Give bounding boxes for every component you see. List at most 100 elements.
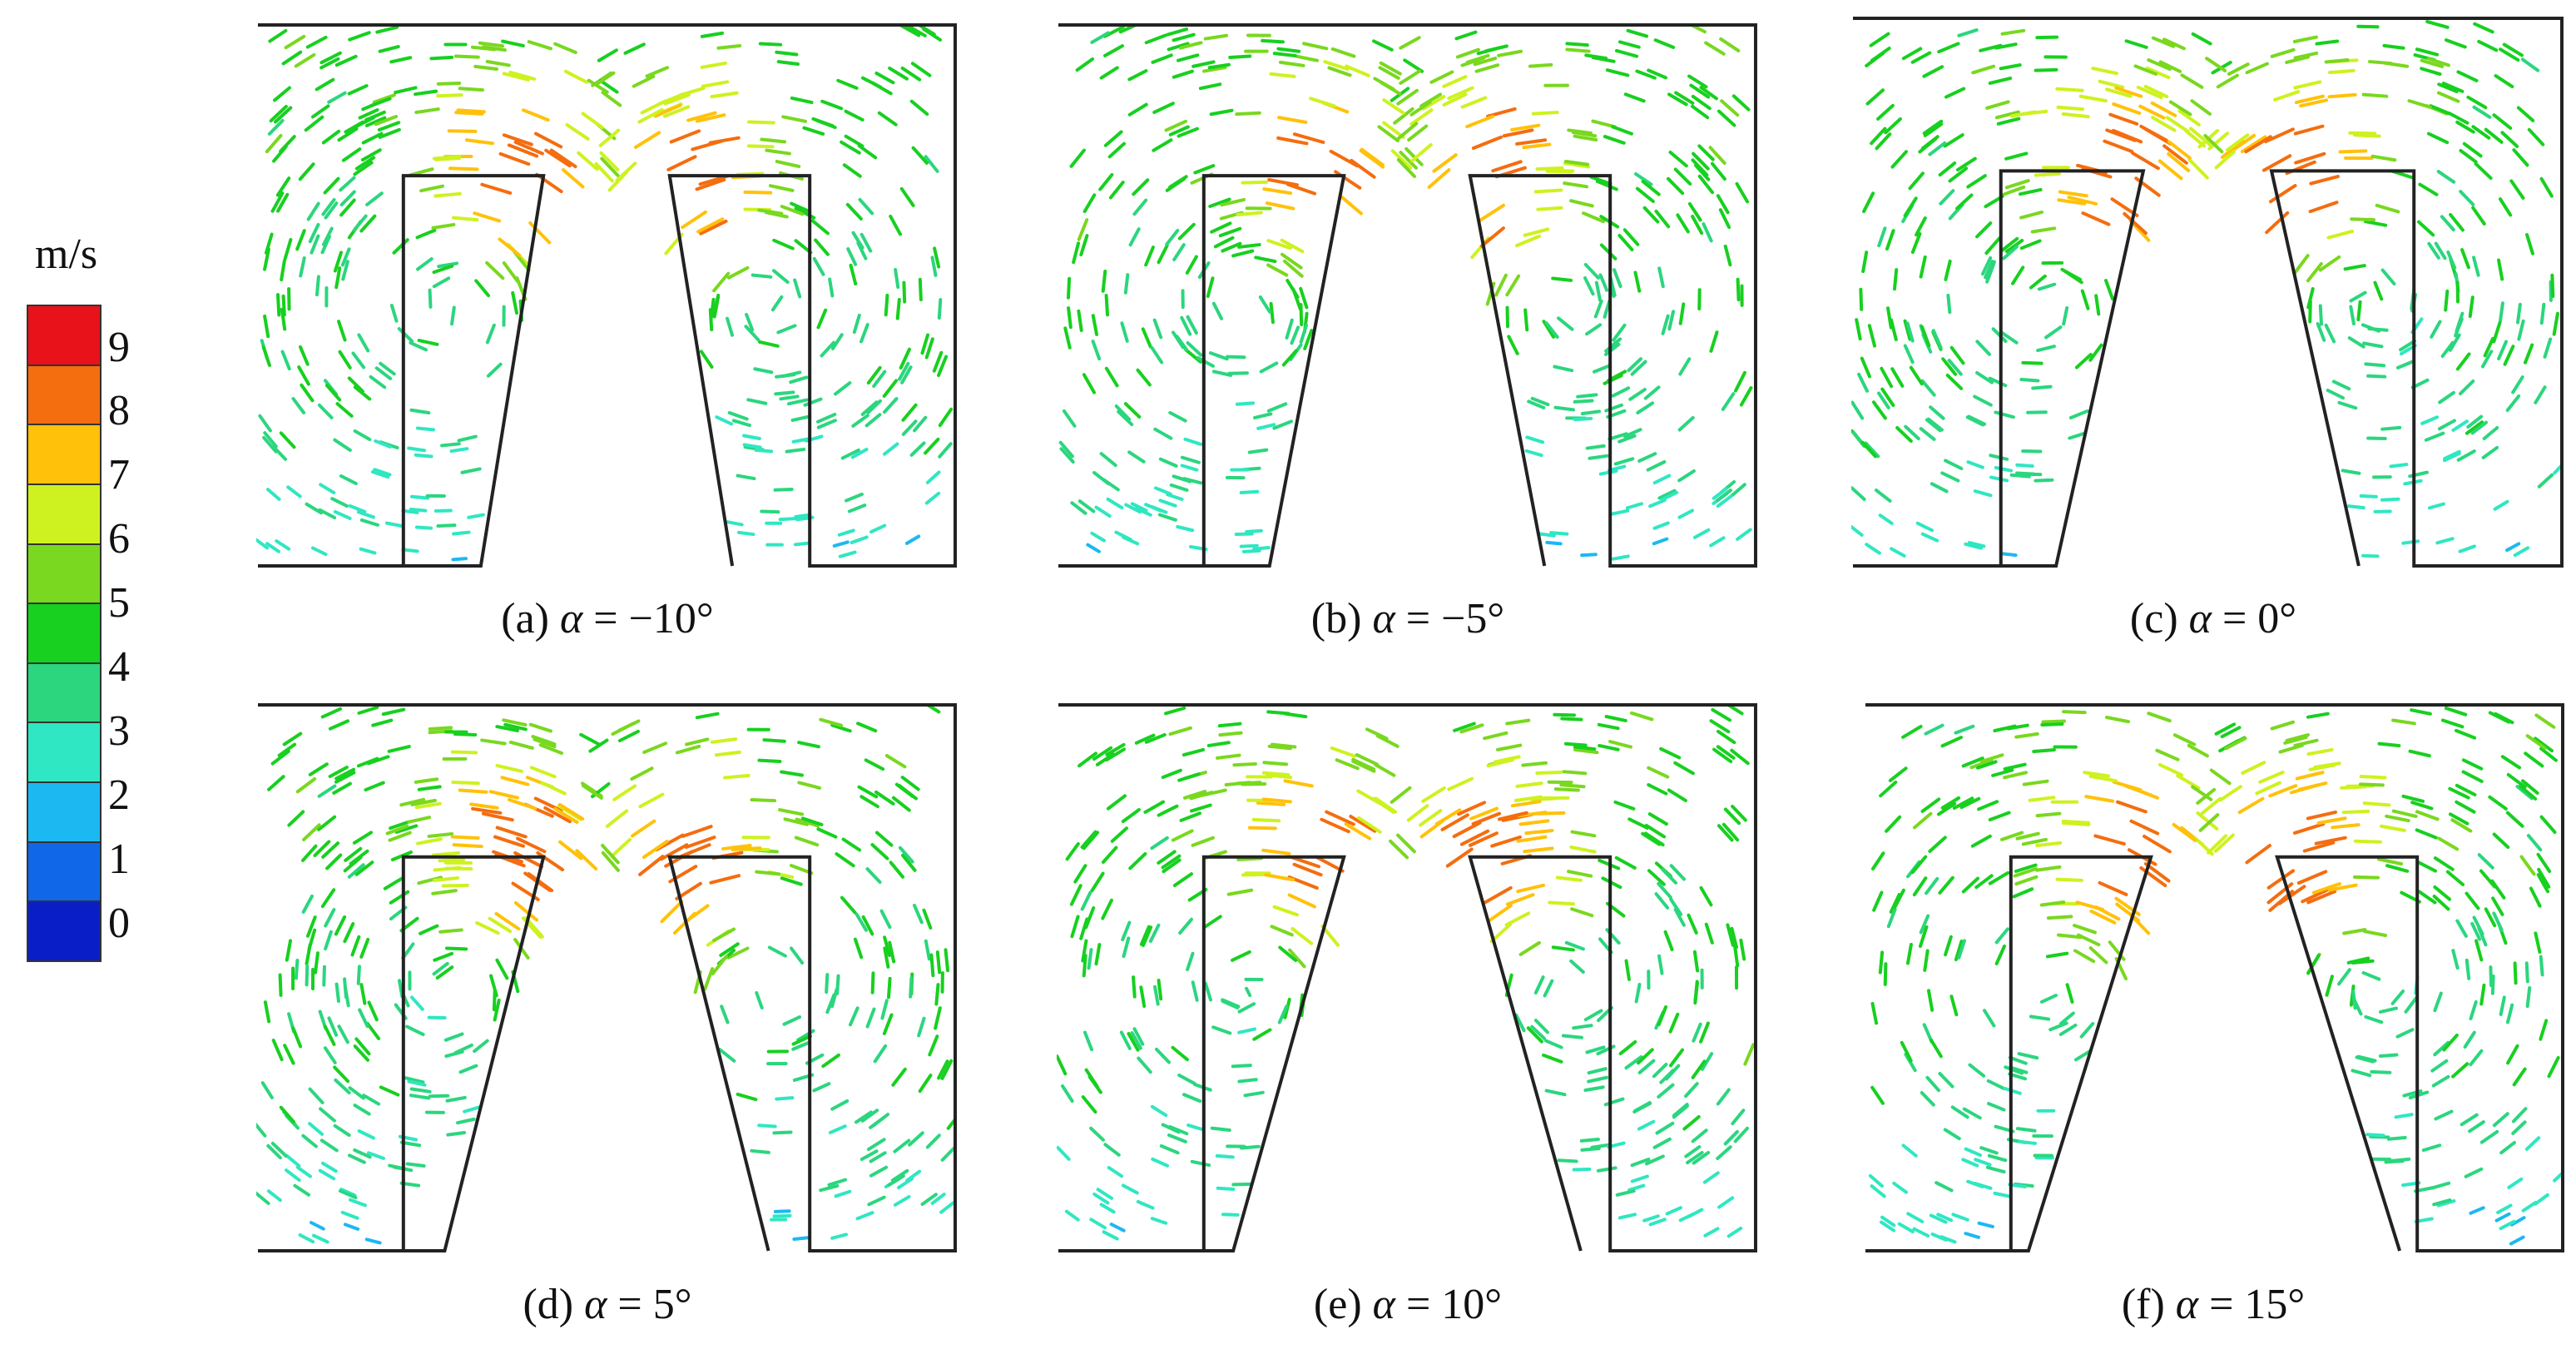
velocity-vector bbox=[1971, 64, 1996, 75]
velocity-vector bbox=[1667, 788, 1687, 802]
velocity-vector bbox=[507, 143, 539, 158]
velocity-vector bbox=[456, 108, 486, 114]
velocity-vector bbox=[2139, 124, 2168, 142]
velocity-vector bbox=[2349, 290, 2367, 303]
velocity-vector bbox=[2456, 449, 2476, 462]
velocity-vector bbox=[830, 333, 844, 350]
velocity-vector bbox=[1946, 293, 1952, 315]
velocity-vector bbox=[2481, 445, 2499, 459]
velocity-vector bbox=[1191, 980, 1199, 1002]
velocity-vector bbox=[416, 837, 443, 846]
velocity-vector bbox=[803, 397, 823, 407]
color-bar-swatch bbox=[28, 306, 100, 366]
velocity-vector bbox=[645, 66, 670, 78]
velocity-vector bbox=[1396, 158, 1417, 179]
velocity-vector bbox=[1603, 342, 1621, 356]
velocity-vector bbox=[1505, 718, 1531, 726]
velocity-vector bbox=[405, 1162, 426, 1168]
velocity-vector bbox=[1132, 975, 1137, 999]
velocity-vector bbox=[1864, 441, 1880, 459]
velocity-vector bbox=[911, 146, 929, 165]
velocity-vector bbox=[638, 855, 665, 876]
velocity-vector bbox=[1335, 758, 1360, 771]
velocity-vector bbox=[2065, 983, 2074, 1004]
velocity-vector bbox=[2021, 360, 2043, 365]
velocity-vector bbox=[392, 238, 409, 255]
velocity-vector bbox=[1167, 1133, 1187, 1143]
velocity-vector bbox=[362, 1094, 381, 1106]
velocity-vector bbox=[1731, 94, 1751, 112]
velocity-vector bbox=[1389, 839, 1409, 860]
velocity-vector bbox=[2088, 343, 2103, 362]
velocity-vector bbox=[563, 69, 589, 84]
velocity-vector bbox=[2455, 120, 2475, 134]
velocity-vector bbox=[815, 118, 837, 130]
velocity-vector bbox=[1655, 1121, 1675, 1135]
velocity-vector bbox=[2492, 113, 2513, 130]
velocity-vector bbox=[751, 273, 773, 279]
velocity-vector bbox=[2483, 336, 2495, 358]
velocity-vector bbox=[334, 771, 356, 784]
velocity-vector bbox=[481, 811, 514, 822]
velocity-vector bbox=[1261, 797, 1292, 804]
velocity-vector bbox=[2347, 336, 2365, 349]
velocity-vector bbox=[2277, 885, 2306, 905]
velocity-vector bbox=[1699, 885, 1713, 907]
velocity-vector bbox=[347, 84, 369, 96]
velocity-vector bbox=[2437, 836, 2460, 851]
velocity-vector bbox=[360, 148, 382, 162]
velocity-vector bbox=[1918, 137, 1938, 154]
velocity-vector bbox=[389, 820, 411, 831]
velocity-vector bbox=[2094, 294, 2101, 316]
velocity-vector bbox=[2488, 795, 2508, 811]
velocity-vector bbox=[588, 738, 609, 753]
velocity-vector bbox=[1530, 396, 1550, 407]
velocity-vector bbox=[2359, 775, 2387, 780]
velocity-vector-plot bbox=[1851, 17, 2564, 568]
velocity-vector bbox=[1583, 275, 1595, 296]
velocity-vector bbox=[353, 1104, 371, 1116]
velocity-vector bbox=[2494, 74, 2514, 89]
channel-boundary bbox=[1853, 17, 2564, 568]
velocity-vector bbox=[2046, 915, 2073, 920]
alpha-value: = 15° bbox=[2209, 1281, 2306, 1328]
velocity-vector bbox=[1277, 1004, 1289, 1024]
velocity-vector bbox=[1720, 99, 1740, 117]
velocity-vector bbox=[2499, 995, 2506, 1016]
velocity-vector bbox=[1403, 58, 1424, 73]
velocity-vector bbox=[1454, 30, 1478, 41]
velocity-vector bbox=[1925, 418, 1942, 433]
velocity-vector bbox=[1421, 786, 1446, 803]
velocity-vector bbox=[2037, 282, 2057, 291]
velocity-vector bbox=[2039, 900, 2066, 907]
velocity-vector bbox=[1299, 302, 1304, 327]
velocity-vector bbox=[1893, 268, 1899, 291]
velocity-vector bbox=[339, 176, 356, 192]
velocity-vector bbox=[2040, 722, 2064, 727]
velocity-vector bbox=[1883, 962, 1888, 986]
velocity-vector bbox=[1228, 54, 1252, 60]
velocity-vector bbox=[1583, 1009, 1603, 1022]
velocity-vector bbox=[1648, 1218, 1667, 1227]
velocity-vector bbox=[2506, 772, 2527, 789]
velocity-vector bbox=[1940, 471, 1960, 483]
velocity-vector bbox=[1172, 243, 1186, 261]
velocity-vector bbox=[701, 80, 730, 88]
velocity-vector bbox=[575, 849, 598, 870]
velocity-vector bbox=[1590, 1143, 1612, 1149]
velocity-vector bbox=[1587, 1075, 1609, 1084]
velocity-vector bbox=[374, 115, 399, 126]
velocity-vector bbox=[899, 347, 911, 370]
panel-label: (f) bbox=[2121, 1281, 2176, 1328]
velocity-vector bbox=[2519, 855, 2536, 876]
velocity-vector bbox=[469, 802, 499, 810]
velocity-vector bbox=[816, 308, 828, 330]
velocity-vector bbox=[1150, 345, 1164, 365]
velocity-vector bbox=[283, 1044, 295, 1065]
velocity-vector bbox=[1440, 813, 1469, 831]
velocity-vector bbox=[1597, 722, 1620, 731]
velocity-vector bbox=[511, 290, 519, 315]
velocity-vector bbox=[1349, 815, 1377, 833]
velocity-vector bbox=[270, 191, 285, 213]
velocity-vector bbox=[473, 211, 502, 223]
